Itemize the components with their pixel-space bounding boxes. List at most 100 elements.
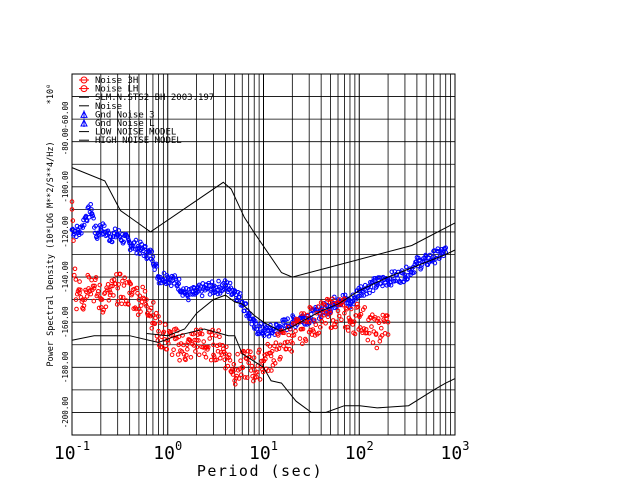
data-point [215, 291, 221, 297]
data-point [93, 223, 98, 229]
data-point [75, 291, 80, 297]
data-point [284, 346, 289, 352]
data-point [134, 285, 139, 291]
data-point [107, 288, 112, 293]
data-point [330, 296, 335, 302]
y-axis-label: Power Spectral Density (10*LOG M**2/S**4… [46, 141, 56, 366]
data-point [144, 297, 149, 302]
data-point [253, 318, 258, 324]
data-point [149, 249, 155, 254]
series-noise-3h [69, 199, 391, 387]
data-point [156, 274, 161, 280]
data-point [333, 319, 339, 325]
data-point [81, 303, 87, 309]
data-point [370, 312, 375, 318]
data-point [125, 301, 130, 307]
data-point [107, 292, 113, 298]
data-point [367, 315, 373, 320]
data-point [105, 228, 111, 234]
data-point [187, 337, 192, 343]
data-point [144, 249, 149, 255]
data-point [419, 265, 424, 270]
data-point [401, 279, 407, 284]
data-point [121, 239, 126, 245]
data-point [235, 351, 240, 357]
data-point [379, 333, 385, 338]
data-point [262, 352, 268, 358]
data-point [316, 330, 322, 336]
data-point [254, 369, 260, 375]
data-point [71, 238, 76, 243]
data-point [232, 367, 237, 372]
data-point [102, 223, 107, 228]
x-tick-label: 10-1 [54, 439, 90, 464]
data-point [169, 352, 175, 358]
data-point [97, 282, 103, 288]
data-point [357, 288, 362, 293]
data-point [358, 284, 364, 289]
data-point [177, 358, 182, 363]
data-point [188, 355, 194, 360]
data-point [443, 245, 449, 250]
data-point [344, 306, 350, 312]
data-point [299, 326, 304, 332]
data-point [336, 313, 342, 319]
data-point [137, 293, 142, 299]
data-point [153, 261, 159, 267]
data-point [380, 283, 385, 289]
data-point [213, 333, 218, 338]
legend-label: Gnd Noise L [95, 119, 155, 129]
data-point [73, 297, 79, 302]
data-point [137, 251, 142, 256]
data-point [385, 319, 391, 325]
data-point [293, 328, 298, 334]
data-point [360, 330, 365, 336]
data-point [152, 321, 158, 327]
data-point [132, 286, 137, 292]
data-point [245, 375, 250, 380]
data-point [133, 306, 139, 312]
data-point [84, 218, 90, 224]
data-point [268, 328, 274, 334]
data-point [91, 298, 97, 304]
data-point [373, 276, 378, 281]
data-point [373, 331, 379, 336]
data-point [105, 287, 110, 293]
data-point [258, 363, 264, 369]
data-point [156, 314, 161, 319]
data-point [260, 331, 266, 336]
data-point [135, 312, 141, 318]
data-point [303, 338, 309, 343]
data-point [370, 340, 376, 345]
data-point [163, 322, 168, 327]
data-point [313, 322, 319, 328]
data-point [166, 340, 171, 346]
y-tick-label: -200.00 [61, 396, 70, 428]
legend-label: Noise 3H [95, 76, 138, 86]
data-point [227, 358, 233, 363]
data-point [109, 278, 115, 284]
data-point [84, 289, 89, 295]
data-point [223, 283, 228, 289]
data-point [111, 277, 117, 283]
data-point [233, 382, 238, 387]
data-point [171, 347, 176, 353]
data-point [165, 274, 171, 280]
data-point [258, 326, 263, 331]
data-point [151, 300, 156, 305]
data-point [276, 346, 282, 352]
data-point [261, 328, 266, 334]
data-point [109, 239, 115, 245]
data-point [352, 331, 358, 337]
data-point [384, 316, 389, 321]
data-point [89, 211, 95, 216]
data-point [249, 363, 255, 369]
data-point [122, 275, 127, 281]
data-point [328, 310, 333, 316]
legend-label: LOW NOISE MODEL [95, 128, 176, 138]
data-point [353, 296, 359, 302]
data-point [82, 297, 88, 302]
data-point [300, 341, 305, 347]
data-point [238, 358, 243, 364]
data-point [389, 269, 395, 275]
